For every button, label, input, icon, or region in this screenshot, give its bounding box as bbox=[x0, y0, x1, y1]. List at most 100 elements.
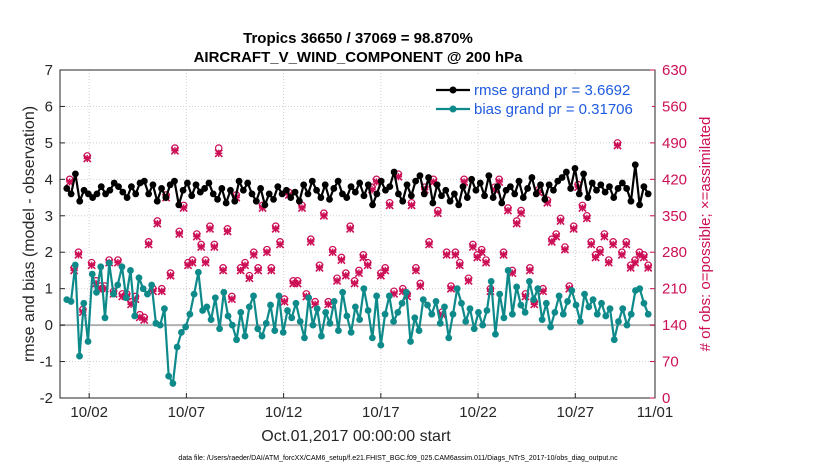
rmse-point bbox=[627, 197, 635, 205]
rmse-point bbox=[192, 181, 200, 189]
rmse-point bbox=[351, 188, 359, 196]
rmse-point bbox=[528, 174, 536, 181]
bias-point bbox=[254, 325, 262, 333]
rmse-point bbox=[171, 177, 178, 185]
bias-point bbox=[585, 303, 593, 311]
rmse-point bbox=[149, 181, 157, 189]
bias-point bbox=[458, 299, 465, 307]
rmse-point bbox=[601, 188, 609, 196]
y-axis-label: rmse and bias (model - observation) bbox=[21, 106, 38, 362]
rmse-point bbox=[140, 177, 148, 185]
rmse-point bbox=[300, 181, 308, 189]
obs-assimilated-point bbox=[381, 266, 390, 275]
rmse-point bbox=[218, 185, 226, 192]
rmse-point bbox=[407, 192, 415, 200]
bias-point bbox=[237, 308, 245, 316]
rmse-point bbox=[416, 172, 424, 180]
rmse-point bbox=[425, 174, 432, 181]
rmse-point bbox=[235, 177, 243, 185]
bias-point bbox=[606, 305, 614, 313]
rmse-point bbox=[334, 177, 342, 185]
bias-point bbox=[483, 307, 491, 314]
x-tick-label: 10/12 bbox=[265, 404, 303, 421]
bias-point bbox=[101, 314, 109, 322]
rmse-point bbox=[450, 190, 458, 198]
obs-assimilated-point bbox=[74, 250, 83, 259]
rmse-point bbox=[373, 190, 381, 198]
rmse-point bbox=[313, 186, 320, 194]
rmse-point bbox=[356, 179, 364, 187]
legend-rmse-marker bbox=[449, 86, 457, 94]
rmse-point bbox=[270, 195, 277, 203]
bias-point bbox=[216, 325, 223, 333]
obs-assimilated-point bbox=[346, 224, 355, 233]
rmse-point bbox=[162, 194, 170, 201]
bias-point bbox=[169, 380, 177, 387]
x-axis-ticks: 10/02 10/07 10/12 10/17 10/22 10/27 11/01 bbox=[70, 393, 673, 421]
rmse-point bbox=[205, 179, 213, 187]
obs-assimilated-point bbox=[240, 261, 250, 270]
bias-point bbox=[619, 305, 627, 313]
rmse-point bbox=[459, 183, 467, 191]
bias-point bbox=[564, 298, 571, 305]
rmse-point bbox=[597, 181, 605, 189]
y-tick-label: 6 bbox=[45, 98, 53, 115]
y-right-tick-label: 490 bbox=[662, 135, 687, 152]
rmse-point bbox=[274, 183, 282, 191]
obs-assimilated-point bbox=[411, 266, 421, 275]
obs-assimilated-point bbox=[245, 274, 254, 283]
bias-point bbox=[517, 301, 525, 309]
bias-point bbox=[71, 261, 79, 269]
obs-assimilated-point bbox=[630, 258, 640, 267]
bias-point bbox=[547, 323, 554, 331]
obs-assimilated-point bbox=[442, 250, 451, 259]
bias-point bbox=[615, 318, 622, 325]
obs-assimilated-point bbox=[560, 245, 570, 254]
obs-assimilated-point bbox=[451, 250, 460, 259]
obs-assimilated-point bbox=[337, 255, 346, 265]
rmse-point bbox=[610, 194, 618, 201]
obs-assimilated-point bbox=[617, 250, 627, 259]
obs-assimilated-point bbox=[455, 261, 464, 270]
bias-point bbox=[135, 274, 143, 282]
rmse-point bbox=[132, 190, 140, 198]
bias-point bbox=[419, 296, 427, 303]
obs-assimilated-point bbox=[407, 201, 416, 210]
y-tick-label: 0 bbox=[45, 317, 53, 334]
bias-point bbox=[364, 307, 372, 314]
rmse-point bbox=[72, 170, 79, 178]
obs-assimilated-point bbox=[275, 240, 285, 249]
plot-frame bbox=[59, 69, 656, 399]
rmse-point bbox=[76, 197, 84, 205]
rmse-point bbox=[537, 181, 544, 189]
bias-point bbox=[492, 330, 499, 338]
rmse-point bbox=[429, 199, 437, 207]
bias-point bbox=[581, 290, 588, 298]
rmse-point bbox=[438, 192, 445, 200]
legend-rmse-label: rmse grand pr = 3.6692 bbox=[474, 82, 630, 99]
obs-assimilated-point bbox=[201, 258, 210, 267]
obs-assimilated-point bbox=[324, 300, 333, 309]
bias-point bbox=[356, 316, 364, 324]
obs-assimilated-point bbox=[569, 224, 578, 233]
rmse-point bbox=[442, 186, 450, 194]
y-tick-label: -1 bbox=[40, 354, 53, 371]
rmse-point bbox=[472, 186, 480, 194]
bias-point bbox=[313, 305, 321, 313]
rmse-point bbox=[317, 194, 325, 201]
rmse-line bbox=[65, 163, 650, 206]
rmse-point bbox=[550, 186, 557, 194]
bias-point bbox=[398, 299, 406, 307]
bias-point bbox=[402, 288, 410, 296]
bias-point bbox=[224, 312, 232, 320]
bias-point bbox=[351, 303, 359, 311]
y-right-tick-label: 210 bbox=[662, 281, 687, 298]
legend-box bbox=[432, 76, 652, 120]
rmse-point bbox=[377, 177, 385, 185]
bias-point bbox=[228, 321, 236, 329]
obs-assimilated-point bbox=[578, 203, 587, 213]
y-tick-label: 3 bbox=[45, 208, 53, 225]
bias-point bbox=[220, 288, 228, 296]
bias-point bbox=[241, 332, 249, 340]
rmse-point bbox=[433, 181, 441, 189]
